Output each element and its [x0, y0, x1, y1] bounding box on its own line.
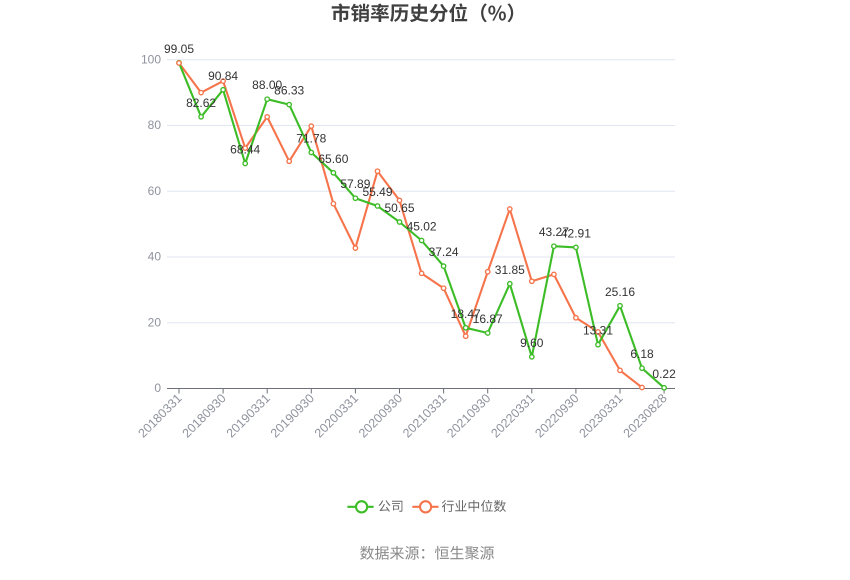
svg-text:82.62: 82.62 — [186, 96, 216, 110]
svg-text:57.89: 57.89 — [340, 177, 370, 191]
svg-text:37.24: 37.24 — [429, 245, 459, 259]
svg-text:55.49: 55.49 — [362, 185, 392, 199]
svg-text:6.18: 6.18 — [630, 347, 654, 361]
svg-text:16.87: 16.87 — [473, 312, 503, 326]
svg-text:42.91: 42.91 — [561, 226, 591, 240]
svg-text:88.00: 88.00 — [252, 78, 282, 92]
svg-text:0.22: 0.22 — [652, 367, 676, 381]
svg-text:68.44: 68.44 — [230, 143, 260, 157]
svg-text:13.31: 13.31 — [583, 324, 613, 338]
svg-text:90.84: 90.84 — [208, 69, 238, 83]
svg-text:45.02: 45.02 — [407, 220, 437, 234]
svg-text:80: 80 — [148, 118, 162, 132]
svg-text:100: 100 — [141, 52, 161, 66]
svg-text:40: 40 — [148, 250, 162, 264]
svg-text:99.05: 99.05 — [164, 42, 194, 56]
svg-text:86.33: 86.33 — [274, 84, 304, 98]
svg-text:9.60: 9.60 — [520, 336, 544, 350]
svg-text:20: 20 — [148, 315, 162, 329]
svg-text:0: 0 — [154, 381, 161, 395]
svg-text:43.27: 43.27 — [539, 225, 569, 239]
svg-text:71.78: 71.78 — [296, 132, 326, 146]
svg-text:25.16: 25.16 — [605, 285, 635, 299]
svg-text:60: 60 — [148, 184, 162, 198]
svg-text:18.47: 18.47 — [451, 307, 481, 321]
svg-text:65.60: 65.60 — [318, 152, 348, 166]
svg-text:50.65: 50.65 — [384, 201, 414, 215]
svg-text:31.85: 31.85 — [495, 263, 525, 277]
